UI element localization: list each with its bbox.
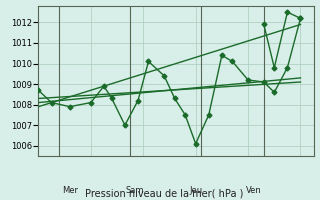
Text: Sam: Sam [126,186,144,195]
Text: Mer: Mer [62,186,78,195]
Text: Jeu: Jeu [190,186,203,195]
Text: Pression niveau de la mer( hPa ): Pression niveau de la mer( hPa ) [85,188,243,198]
Text: Ven: Ven [246,186,262,195]
